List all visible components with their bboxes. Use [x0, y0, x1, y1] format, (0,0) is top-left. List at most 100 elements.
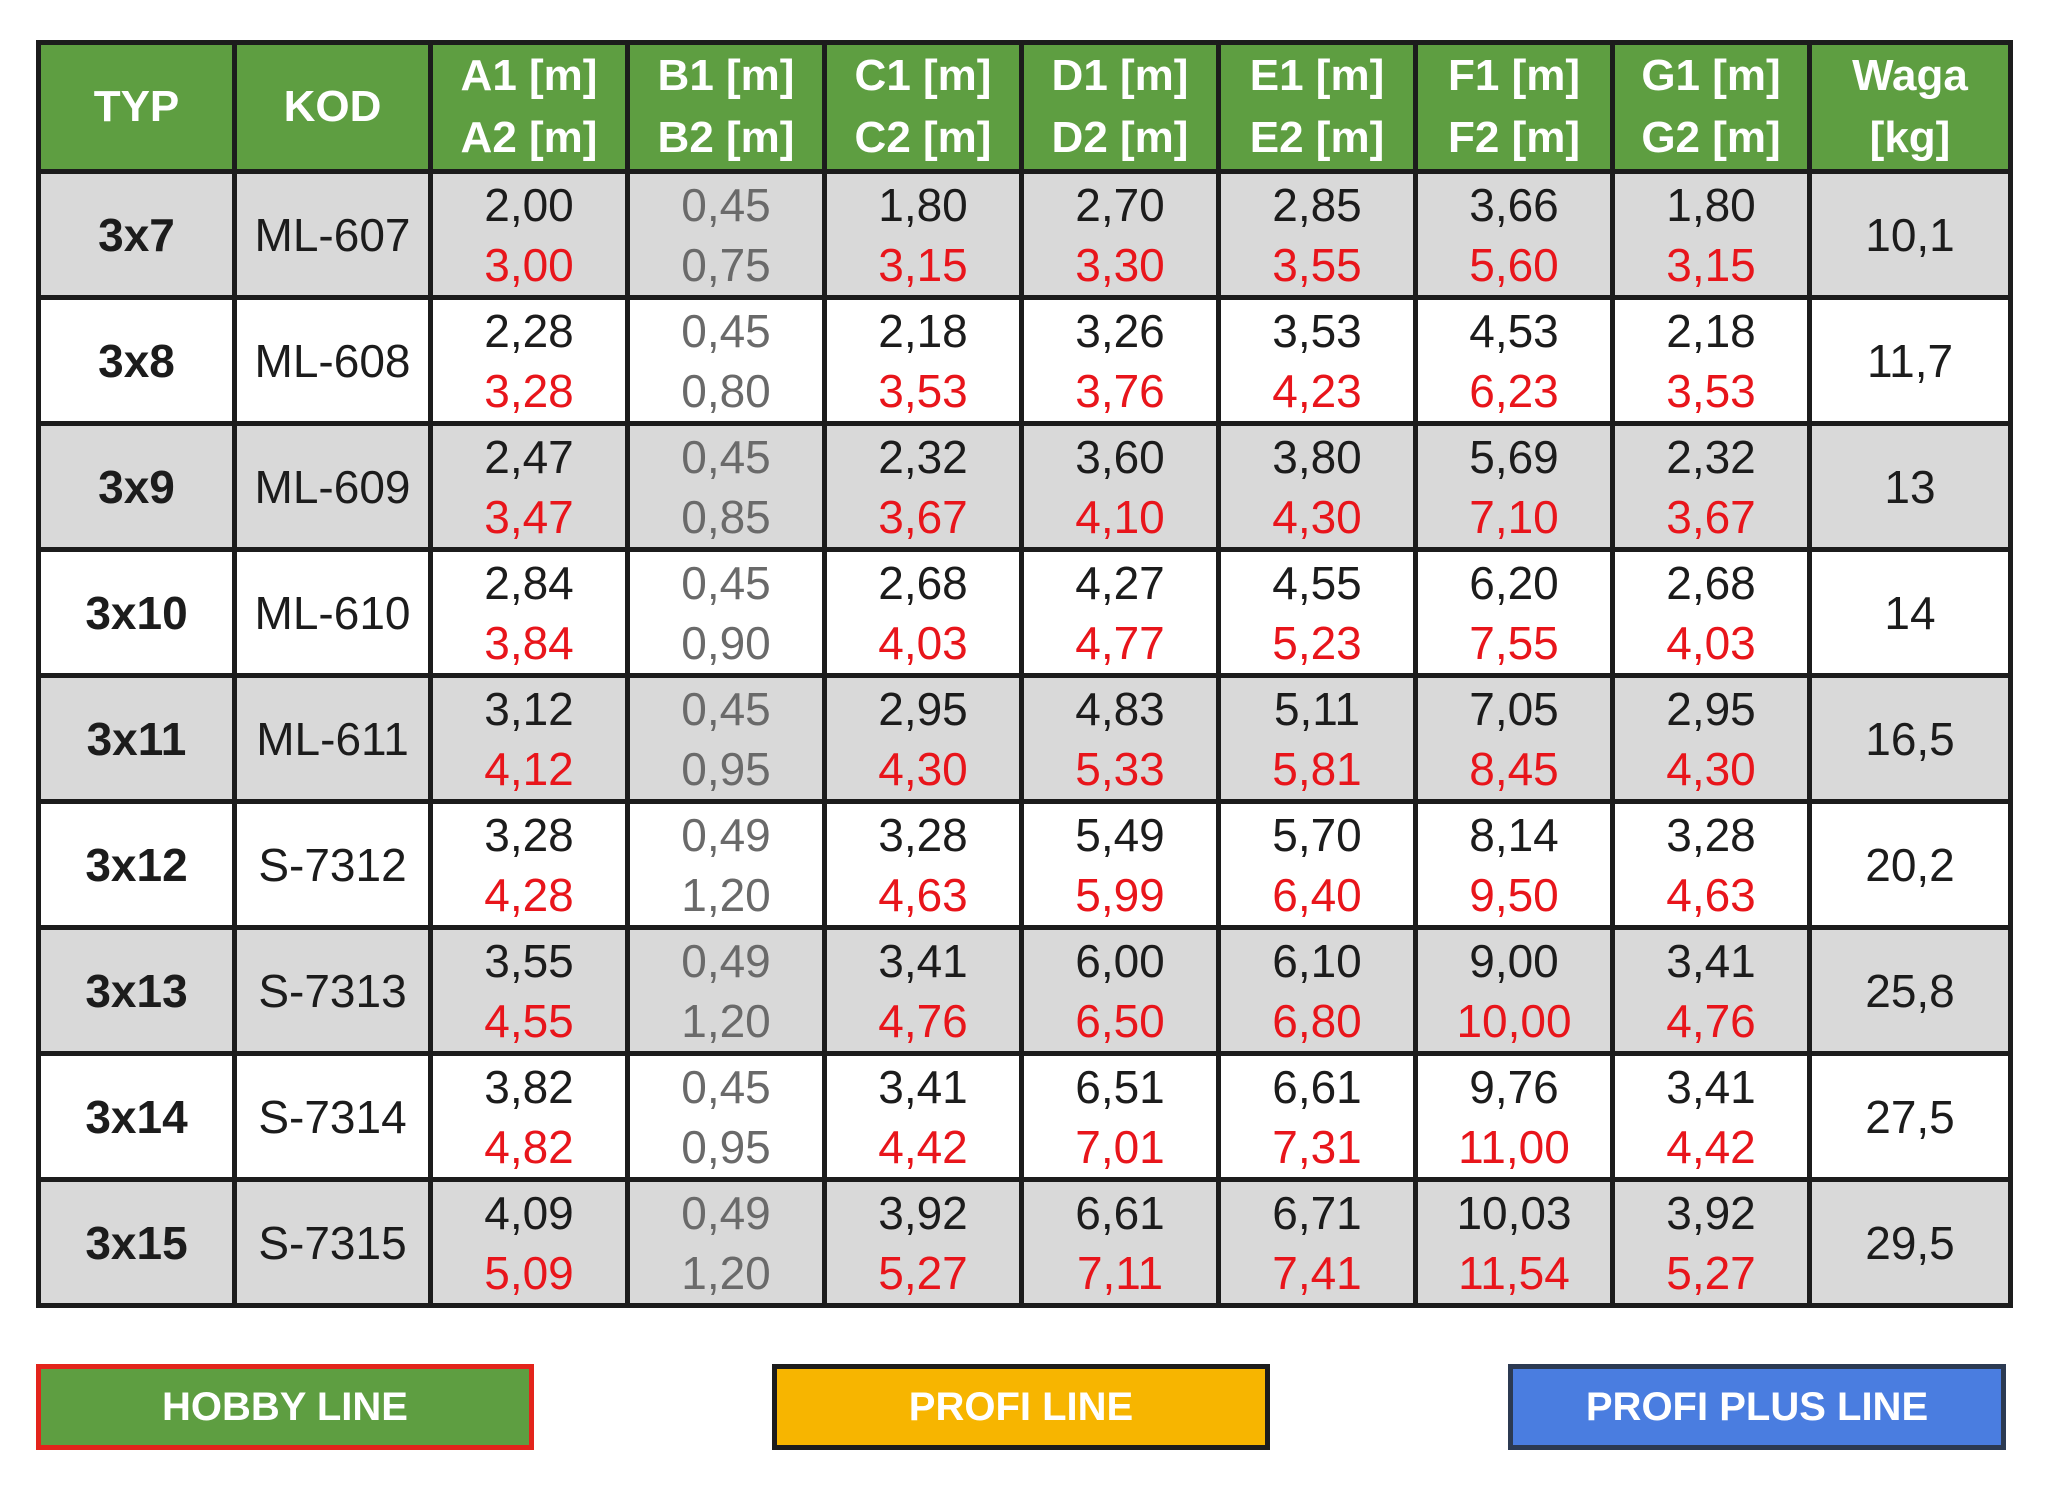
- table-row: 3x7 ML-607 2,00 3,00 0,45 0,75 1,80 3,15 2,70 3,3…: [36, 169, 2013, 300]
- value-c2: 4,63: [878, 868, 968, 921]
- value-b1: 0,45: [681, 304, 771, 357]
- header-line-1: TYP: [93, 82, 180, 131]
- table-row: 3x11 ML-611 3,12 4,12 0,45 0,95 2,95 4,30 4,83 5,…: [36, 673, 2013, 804]
- table-row: 3x9 ML-609 2,47 3,47 0,45 0,85 2,32 3,67 3,60 4,1…: [36, 421, 2013, 552]
- value-a2: 4,82: [484, 1120, 574, 1173]
- header-line-2: [kg]: [1869, 113, 1951, 162]
- header-line-1: KOD: [283, 82, 382, 131]
- header-line-2: F2 [m]: [1448, 113, 1580, 162]
- cell-g: 2,32 3,67: [1610, 421, 1812, 552]
- cell-waga: 27,5: [1807, 1051, 2013, 1182]
- cell-kod: S-7312: [232, 799, 433, 930]
- spec-table: TYP KOD A1 [m] A2 [m] B1 [m] B2 [m] C1 [m]…: [36, 40, 2013, 1308]
- cell-g: 1,80 3,15: [1610, 169, 1812, 300]
- header-line-2: C2 [m]: [854, 113, 992, 162]
- cell-g: 3,28 4,63: [1610, 799, 1812, 930]
- value-c1: 3,41: [878, 1060, 968, 1113]
- cell-kod: ML-609: [232, 421, 433, 552]
- value-f1: 3,66: [1469, 178, 1559, 231]
- cell-kod: ML-610: [232, 547, 433, 678]
- header-d: D1 [m] D2 [m]: [1019, 40, 1221, 174]
- value-e1: 5,70: [1272, 808, 1362, 861]
- value-f2: 9,50: [1469, 868, 1559, 921]
- value-e2: 5,23: [1272, 616, 1362, 669]
- value-c2: 3,15: [878, 238, 968, 291]
- value-f2: 7,10: [1469, 490, 1559, 543]
- value-d1: 2,70: [1075, 178, 1165, 231]
- value-g1: 1,80: [1666, 178, 1756, 231]
- value-e2: 3,55: [1272, 238, 1362, 291]
- value-a2: 3,00: [484, 238, 574, 291]
- header-waga: Waga [kg]: [1807, 40, 2013, 174]
- value-d1: 4,27: [1075, 556, 1165, 609]
- header-e: E1 [m] E2 [m]: [1216, 40, 1418, 174]
- value-a1: 3,55: [484, 934, 574, 987]
- value-a2: 4,12: [484, 742, 574, 795]
- value-g2: 4,03: [1666, 616, 1756, 669]
- value-f2: 7,55: [1469, 616, 1559, 669]
- cell-kod: S-7314: [232, 1051, 433, 1182]
- legend-profi-plus-line: PROFI PLUS LINE: [1508, 1364, 2006, 1450]
- cell-f: 7,05 8,45: [1413, 673, 1615, 804]
- value-b1: 0,45: [681, 178, 771, 231]
- value-f1: 8,14: [1469, 808, 1559, 861]
- value-c1: 2,95: [878, 682, 968, 735]
- value-a2: 3,84: [484, 616, 574, 669]
- value-g2: 3,67: [1666, 490, 1756, 543]
- cell-c: 3,92 5,27: [822, 1177, 1024, 1308]
- value-d2: 5,33: [1075, 742, 1165, 795]
- cell-waga: 16,5: [1807, 673, 2013, 804]
- cell-kod: ML-611: [232, 673, 433, 804]
- value-e1: 3,53: [1272, 304, 1362, 357]
- value-b2: 0,75: [681, 238, 771, 291]
- cell-d: 2,70 3,30: [1019, 169, 1221, 300]
- cell-typ: 3x15: [36, 1177, 237, 1308]
- header-typ: TYP: [36, 40, 237, 174]
- value-g1: 2,68: [1666, 556, 1756, 609]
- cell-g: 2,95 4,30: [1610, 673, 1812, 804]
- cell-c: 2,32 3,67: [822, 421, 1024, 552]
- header-line-2: A2 [m]: [460, 113, 598, 162]
- cell-d: 4,27 4,77: [1019, 547, 1221, 678]
- value-g2: 4,30: [1666, 742, 1756, 795]
- value-f1: 5,69: [1469, 430, 1559, 483]
- value-g2: 3,15: [1666, 238, 1756, 291]
- value-c1: 2,32: [878, 430, 968, 483]
- value-c1: 3,92: [878, 1186, 968, 1239]
- value-g2: 5,27: [1666, 1246, 1756, 1299]
- header-f: F1 [m] F2 [m]: [1413, 40, 1615, 174]
- value-f2: 6,23: [1469, 364, 1559, 417]
- value-a1: 3,12: [484, 682, 574, 735]
- cell-e: 3,53 4,23: [1216, 295, 1418, 426]
- value-d1: 6,61: [1075, 1186, 1165, 1239]
- value-c2: 4,03: [878, 616, 968, 669]
- cell-kod: S-7315: [232, 1177, 433, 1308]
- value-b1: 0,49: [681, 934, 771, 987]
- table-row: 3x14 S-7314 3,82 4,82 0,45 0,95 3,41 4,42 6,51 7,…: [36, 1051, 2013, 1182]
- value-b2: 1,20: [681, 994, 771, 1047]
- header-line-2: G2 [m]: [1641, 113, 1781, 162]
- header-g: G1 [m] G2 [m]: [1610, 40, 1812, 174]
- value-e1: 4,55: [1272, 556, 1362, 609]
- value-d2: 4,77: [1075, 616, 1165, 669]
- cell-a: 3,82 4,82: [428, 1051, 630, 1182]
- value-a2: 3,28: [484, 364, 574, 417]
- table-row: 3x15 S-7315 4,09 5,09 0,49 1,20 3,92 5,27 6,61 7,…: [36, 1177, 2013, 1308]
- value-d2: 6,50: [1075, 994, 1165, 1047]
- header-line-1: C1 [m]: [854, 51, 992, 100]
- cell-b: 0,49 1,20: [625, 925, 827, 1056]
- cell-c: 1,80 3,15: [822, 169, 1024, 300]
- cell-d: 4,83 5,33: [1019, 673, 1221, 804]
- value-d1: 3,26: [1075, 304, 1165, 357]
- value-f1: 9,00: [1469, 934, 1559, 987]
- table-header: TYP KOD A1 [m] A2 [m] B1 [m] B2 [m] C1 [m]…: [36, 40, 2013, 174]
- cell-a: 3,12 4,12: [428, 673, 630, 804]
- cell-typ: 3x14: [36, 1051, 237, 1182]
- cell-c: 3,41 4,42: [822, 1051, 1024, 1182]
- value-b1: 0,49: [681, 808, 771, 861]
- value-f2: 5,60: [1469, 238, 1559, 291]
- cell-kod: ML-608: [232, 295, 433, 426]
- cell-typ: 3x12: [36, 799, 237, 930]
- value-f1: 10,03: [1456, 1186, 1572, 1239]
- value-a1: 2,00: [484, 178, 574, 231]
